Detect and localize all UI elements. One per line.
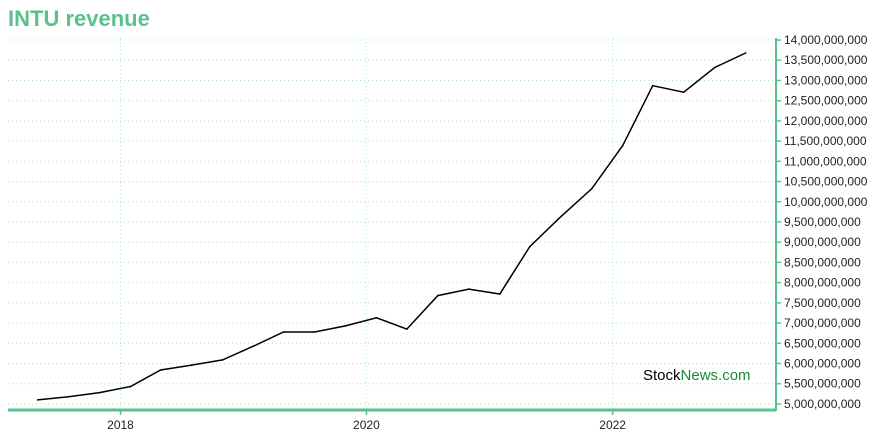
y-tick-label: 13,500,000,000 <box>784 53 868 67</box>
data-point <box>159 369 162 371</box>
data-point <box>406 328 408 330</box>
y-tick-label: 7,000,000,000 <box>784 316 861 330</box>
y-tick-label: 10,500,000,000 <box>784 175 868 189</box>
data-point <box>221 359 224 361</box>
y-tick-label: 8,500,000,000 <box>784 255 861 269</box>
data-point <box>713 66 716 69</box>
y-tick-label: 5,500,000,000 <box>784 377 861 391</box>
x-tick-marks <box>119 410 614 415</box>
data-point <box>252 345 255 347</box>
y-tick-marks <box>776 39 781 405</box>
data-point <box>560 215 562 218</box>
y-tick-label: 9,500,000,000 <box>784 215 861 229</box>
data-point <box>590 188 593 190</box>
watermark-part-1: Stock <box>643 367 681 384</box>
y-tick-label: 7,500,000,000 <box>784 296 861 310</box>
data-point <box>621 144 624 147</box>
data-point <box>744 52 747 54</box>
x-tick-labels: 2018 2020 2022 <box>107 418 626 432</box>
data-point <box>468 288 470 290</box>
y-tick-label: 5,000,000,000 <box>784 397 861 411</box>
data-point <box>190 364 193 366</box>
data-point <box>36 399 39 401</box>
data-point <box>129 385 132 388</box>
grid <box>8 38 776 410</box>
y-tick-label: 14,000,000,000 <box>784 33 868 47</box>
y-tick-label: 10,000,000,000 <box>784 195 868 209</box>
y-tick-label: 6,000,000,000 <box>784 357 861 371</box>
data-point <box>529 245 531 248</box>
revenue-series-line <box>37 52 747 401</box>
data-point <box>282 331 285 333</box>
data-point <box>651 84 654 87</box>
data-point <box>344 325 347 327</box>
data-point <box>98 391 101 394</box>
y-tick-label: 12,500,000,000 <box>784 94 868 108</box>
chart-title: INTU revenue <box>8 6 150 31</box>
data-point <box>67 395 70 398</box>
watermark-part-3: .com <box>718 367 751 384</box>
y-tick-label: 11,000,000,000 <box>784 154 867 168</box>
data-point <box>313 331 316 333</box>
data-points <box>36 52 747 401</box>
x-tick-label: 2020 <box>353 418 380 432</box>
y-tick-label: 12,000,000,000 <box>784 114 868 128</box>
y-tick-label: 6,500,000,000 <box>784 336 861 350</box>
y-tick-label: 8,000,000,000 <box>784 276 861 290</box>
watermark-logo: StockNews.com <box>643 367 751 384</box>
data-point <box>375 317 378 319</box>
x-tick-label: 2022 <box>599 418 626 432</box>
data-point <box>499 293 501 295</box>
data-point <box>437 294 439 297</box>
y-tick-label: 13,000,000,000 <box>784 73 868 87</box>
y-tick-labels: 14,000,000,000 13,500,000,000 13,000,000,0… <box>784 33 868 411</box>
x-tick-label: 2018 <box>107 418 134 432</box>
watermark-part-2: News <box>681 367 719 384</box>
y-tick-label: 11,500,000,000 <box>784 134 867 148</box>
data-point <box>682 91 685 93</box>
y-tick-label: 9,000,000,000 <box>784 235 861 249</box>
